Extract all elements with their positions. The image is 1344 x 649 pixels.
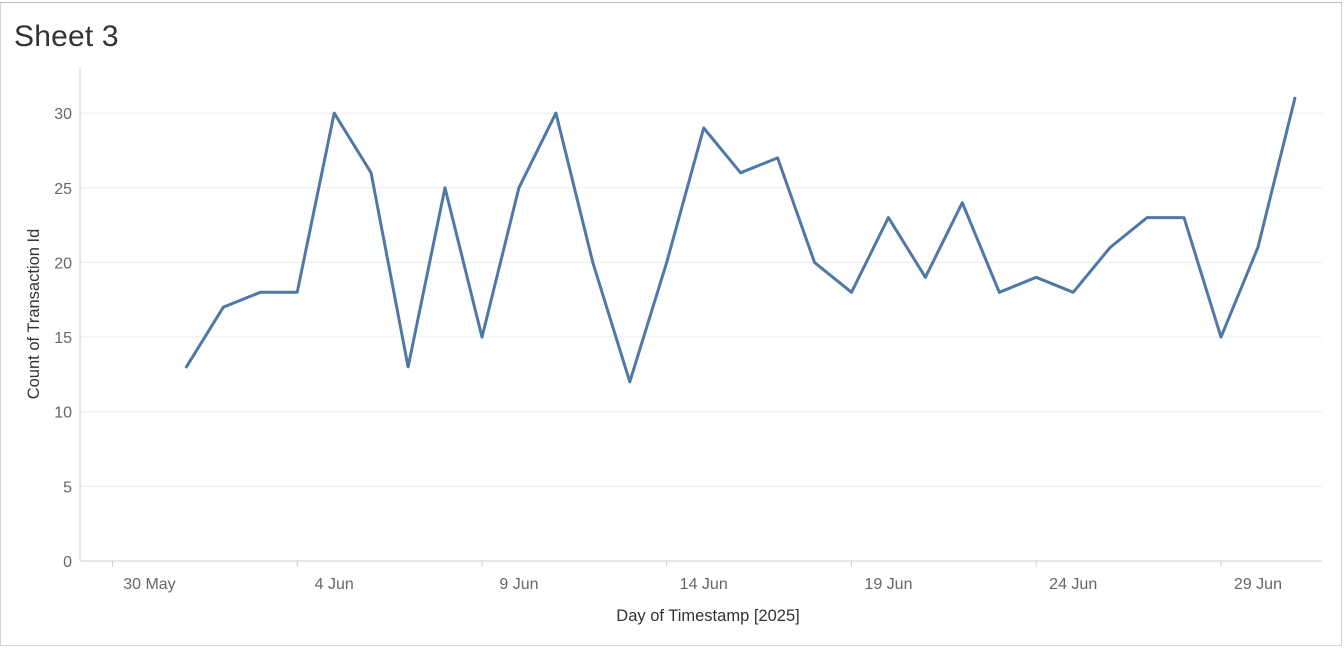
data-point[interactable] (1178, 212, 1190, 224)
axes (79, 68, 1322, 562)
y-tick-label: 5 (63, 479, 72, 496)
x-tick-labels: 30 May 4 Jun 9 Jun 14 Jun 19 Jun 24 Jun 29 Jun (111, 561, 1282, 593)
data-point[interactable] (919, 271, 931, 283)
data-point[interactable] (882, 212, 894, 224)
data-point[interactable] (587, 256, 599, 268)
x-tick-label: 24 Jun (1049, 576, 1097, 593)
gridlines (80, 112, 1322, 487)
x-tick-label: 4 Jun (315, 576, 354, 593)
data-point[interactable] (180, 361, 192, 373)
series-line[interactable] (184, 96, 1297, 384)
data-point[interactable] (735, 167, 747, 179)
series-layer[interactable] (180, 92, 1301, 388)
data-point[interactable] (1252, 241, 1264, 253)
x-tick-label: 19 Jun (864, 576, 912, 593)
data-point[interactable] (845, 286, 857, 298)
data-point[interactable] (217, 301, 229, 313)
x-tick-label: 9 Jun (499, 576, 538, 593)
y-tick-label: 25 (54, 181, 72, 198)
x-tick-label: 14 Jun (680, 576, 728, 593)
y-tick-label: 15 (54, 330, 72, 347)
data-point[interactable] (809, 256, 821, 268)
data-point[interactable] (956, 197, 968, 209)
x-tick-label: 29 Jun (1234, 576, 1282, 593)
data-point[interactable] (1289, 92, 1301, 104)
sheet-title: Sheet 3 (14, 20, 119, 53)
data-point[interactable] (402, 361, 414, 373)
data-point[interactable] (328, 107, 340, 119)
y-tick-labels: 0 5 10 15 20 25 30 (54, 106, 72, 571)
data-point[interactable] (365, 167, 377, 179)
data-point[interactable] (1030, 271, 1042, 283)
data-point[interactable] (476, 331, 488, 343)
y-axis-title: Count of Transaction Id (25, 229, 43, 400)
x-axis-title: Day of Timestamp [2025] (616, 607, 799, 625)
data-point[interactable] (993, 286, 1005, 298)
data-point[interactable] (1104, 241, 1116, 253)
y-tick-label: 20 (54, 255, 72, 272)
data-point[interactable] (254, 286, 266, 298)
data-point[interactable] (1215, 331, 1227, 343)
data-point[interactable] (513, 182, 525, 194)
y-tick-label: 10 (54, 405, 72, 422)
data-point[interactable] (661, 256, 673, 268)
y-tick-label: 0 (63, 554, 72, 571)
data-point[interactable] (439, 182, 451, 194)
data-point[interactable] (772, 152, 784, 164)
x-tick-label: 30 May (123, 576, 175, 593)
data-point[interactable] (698, 122, 710, 134)
data-point[interactable] (1067, 286, 1079, 298)
y-tick-label: 30 (54, 106, 72, 123)
data-point[interactable] (550, 107, 562, 119)
data-point[interactable] (1141, 212, 1153, 224)
data-point[interactable] (624, 376, 636, 388)
data-point[interactable] (291, 286, 303, 298)
